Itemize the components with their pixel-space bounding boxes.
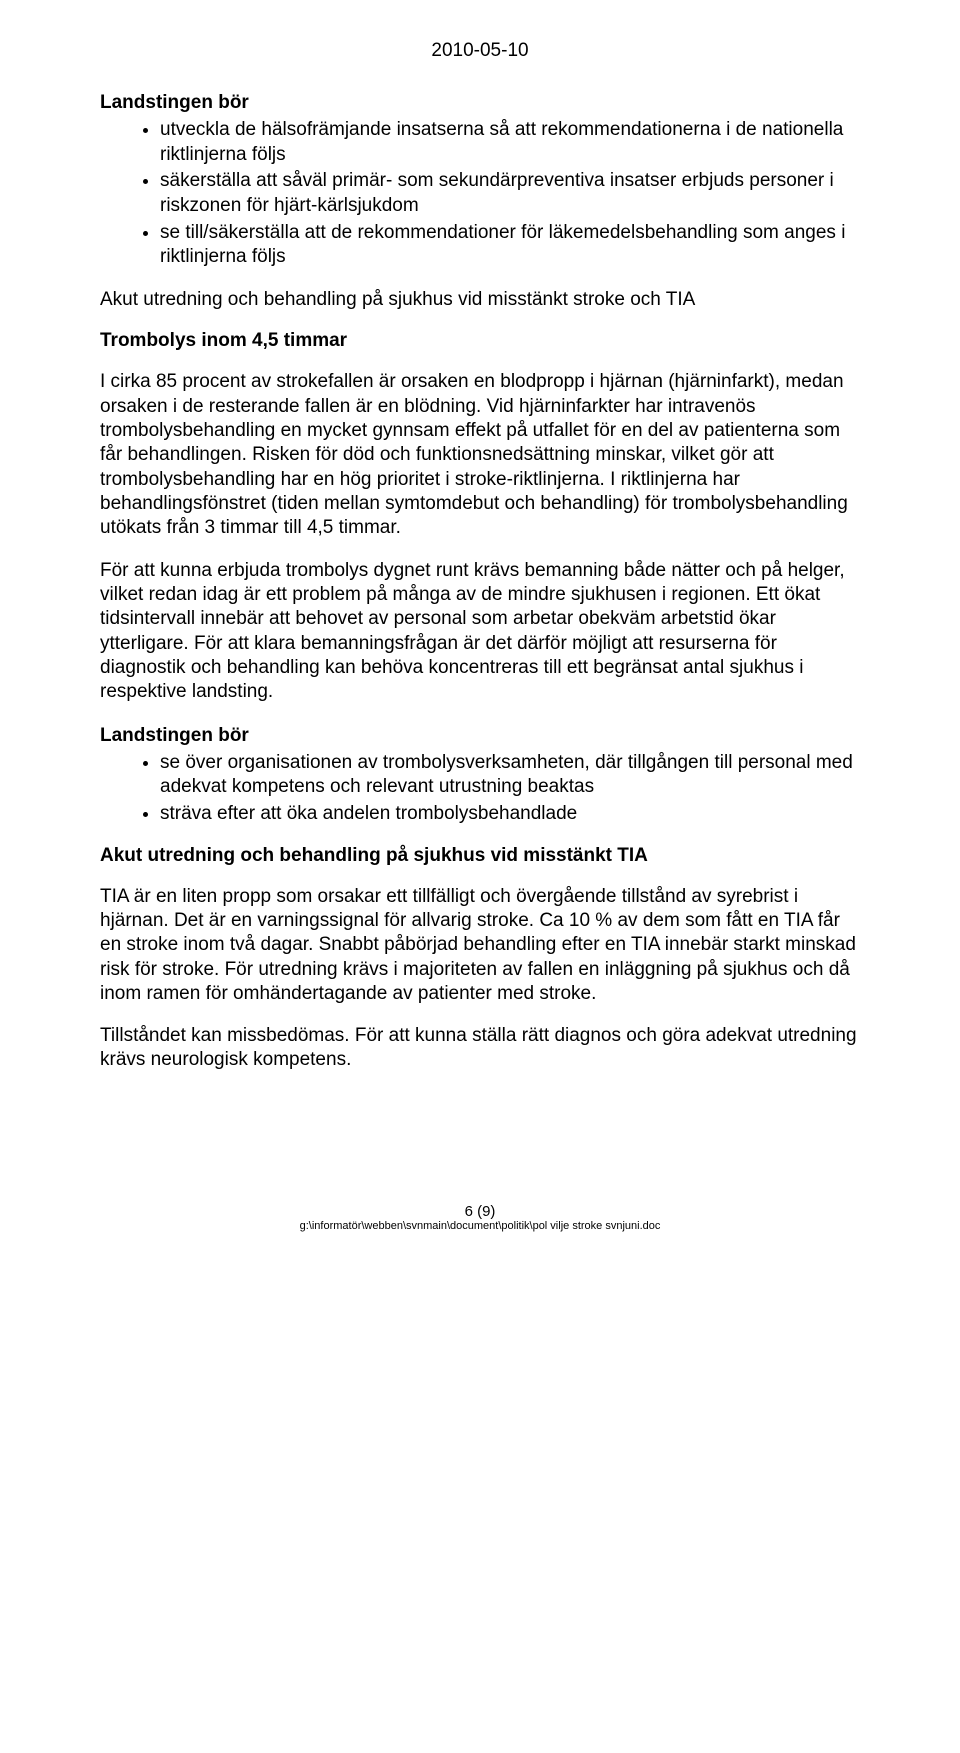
- section3-heading: Landstingen bör: [100, 725, 860, 747]
- section3-bullets: se över organisationen av trombolysverks…: [100, 751, 860, 827]
- page-footer: 6 (9) g:\informatör\webben\svnmain\docum…: [100, 1203, 860, 1232]
- section2-p1: I cirka 85 procent av strokefallen är or…: [100, 370, 860, 540]
- section2-heading: Trombolys inom 4,5 timmar: [100, 330, 860, 352]
- section4-p1: TIA är en liten propp som orsakar ett ti…: [100, 885, 860, 1007]
- list-item: sträva efter att öka andelen trombolysbe…: [160, 802, 860, 827]
- section4-p2: Tillståndet kan missbedömas. För att kun…: [100, 1024, 860, 1073]
- footer-page-number: 6 (9): [100, 1203, 860, 1220]
- list-item: se till/säkerställa att de rekommendatio…: [160, 221, 860, 270]
- section1-heading: Landstingen bör: [100, 92, 860, 114]
- list-item: säkerställa att såväl primär- som sekund…: [160, 169, 860, 218]
- list-item: utveckla de hälsofrämjande insatserna så…: [160, 118, 860, 167]
- section4-heading: Akut utredning och behandling på sjukhus…: [100, 845, 860, 867]
- section1-after-text: Akut utredning och behandling på sjukhus…: [100, 288, 860, 312]
- date-header: 2010-05-10: [100, 40, 860, 62]
- document-page: 2010-05-10 Landstingen bör utveckla de h…: [0, 0, 960, 1262]
- section1-bullets: utveckla de hälsofrämjande insatserna så…: [100, 118, 860, 270]
- section2-p2: För att kunna erbjuda trombolys dygnet r…: [100, 559, 860, 705]
- footer-file-path: g:\informatör\webben\svnmain\document\po…: [100, 1220, 860, 1232]
- list-item: se över organisationen av trombolysverks…: [160, 751, 860, 800]
